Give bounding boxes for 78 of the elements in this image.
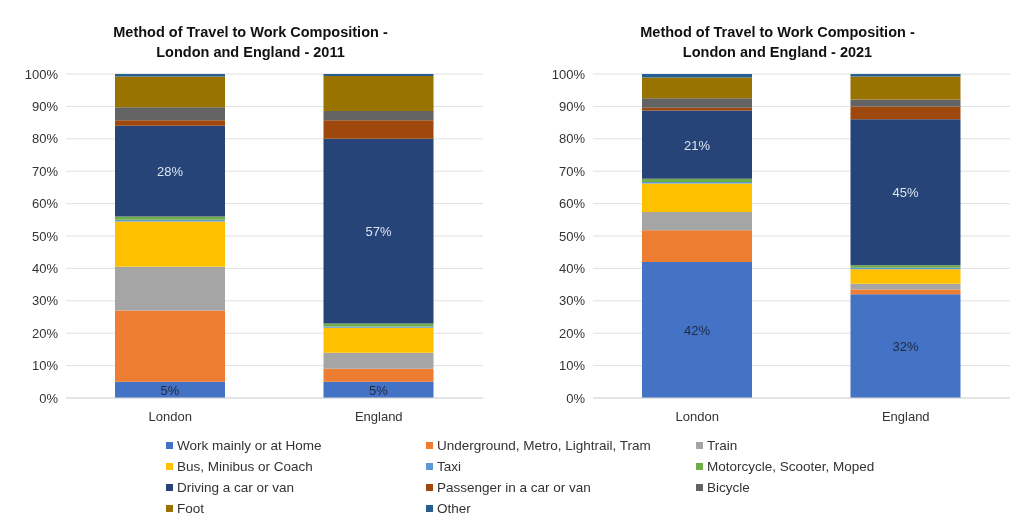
y-tick-label: 100% — [551, 66, 586, 82]
data-label: 42% — [683, 322, 711, 338]
legend-label: Bus, Minibus or Coach — [177, 459, 313, 474]
y-tick-label: 10% — [558, 358, 586, 374]
legend-label: Underground, Metro, Lightrail, Tram — [437, 438, 651, 453]
y-tick-label: 70% — [31, 163, 59, 179]
bar — [115, 107, 225, 121]
bar — [642, 107, 752, 111]
legend-label: Motorcycle, Scooter, Moped — [707, 459, 875, 474]
y-tick-label: 40% — [31, 261, 59, 277]
x-tick-label: London — [675, 409, 719, 425]
legend-label: Taxi — [437, 459, 462, 474]
bar — [642, 230, 752, 262]
y-tick-label: 10% — [31, 358, 59, 374]
y-tick-label: 60% — [31, 196, 59, 212]
bar — [850, 289, 961, 295]
legend-label: Train — [707, 438, 738, 453]
y-tick-label: 80% — [31, 131, 59, 147]
y-tick-label: 50% — [31, 228, 59, 244]
legend-label: Bicycle — [707, 480, 750, 495]
bar — [642, 110, 752, 179]
legend-label: Passenger in a car or van — [437, 480, 591, 495]
legend-label: Work mainly or at Home — [177, 438, 322, 453]
y-tick-label: 100% — [24, 66, 59, 82]
bar — [323, 75, 434, 111]
bar — [115, 76, 225, 108]
y-tick-label: 70% — [558, 163, 586, 179]
bar — [115, 120, 225, 126]
data-label: 28% — [156, 164, 184, 180]
bar — [115, 125, 225, 217]
bar — [642, 77, 752, 99]
data-label: 57% — [365, 224, 392, 240]
y-tick-label: 20% — [31, 325, 59, 341]
y-tick-label: 80% — [558, 131, 586, 147]
y-tick-label: 90% — [558, 99, 586, 115]
legend-label: Driving a car or van — [177, 480, 295, 495]
bar — [850, 76, 961, 100]
data-label: 32% — [892, 339, 919, 355]
x-tick-label: London — [148, 409, 192, 425]
y-tick-label: 50% — [558, 228, 586, 244]
bar — [115, 310, 225, 382]
y-tick-label: 0% — [39, 390, 59, 406]
y-tick-label: 20% — [558, 325, 586, 341]
bar — [323, 368, 434, 382]
data-label: 5% — [369, 382, 389, 398]
y-tick-label: 40% — [558, 261, 586, 277]
y-tick-label: 30% — [31, 293, 59, 309]
bar — [642, 261, 752, 398]
bar — [323, 120, 434, 139]
bar — [323, 352, 434, 369]
bar — [642, 98, 752, 108]
bar — [642, 212, 752, 231]
bar — [115, 221, 225, 267]
x-tick-label: England — [881, 409, 930, 425]
bar — [850, 106, 961, 120]
bar — [850, 74, 961, 77]
bar — [850, 119, 961, 266]
chart-title: Method of Travel to Work Composition - London and England - 2021 — [639, 23, 916, 62]
data-label: 21% — [683, 137, 711, 153]
y-tick-label: 30% — [558, 293, 586, 309]
bar — [850, 294, 961, 398]
data-label: 5% — [160, 382, 180, 398]
legend-label: Other — [437, 501, 471, 516]
y-tick-label: 0% — [566, 390, 586, 406]
legend-label: Foot — [177, 501, 205, 516]
data-label: 45% — [892, 185, 919, 201]
bar — [642, 74, 752, 78]
y-tick-label: 90% — [31, 99, 59, 115]
bar — [115, 266, 225, 311]
bar — [642, 183, 752, 213]
bar — [115, 74, 225, 77]
bar — [850, 269, 961, 284]
bar — [323, 327, 434, 353]
x-tick-label: England — [354, 409, 403, 425]
bar — [323, 138, 434, 324]
y-tick-label: 60% — [558, 196, 586, 212]
bar — [323, 110, 434, 121]
chart-title: Method of Travel to Work Composition - London and England - 2011 — [112, 23, 389, 62]
